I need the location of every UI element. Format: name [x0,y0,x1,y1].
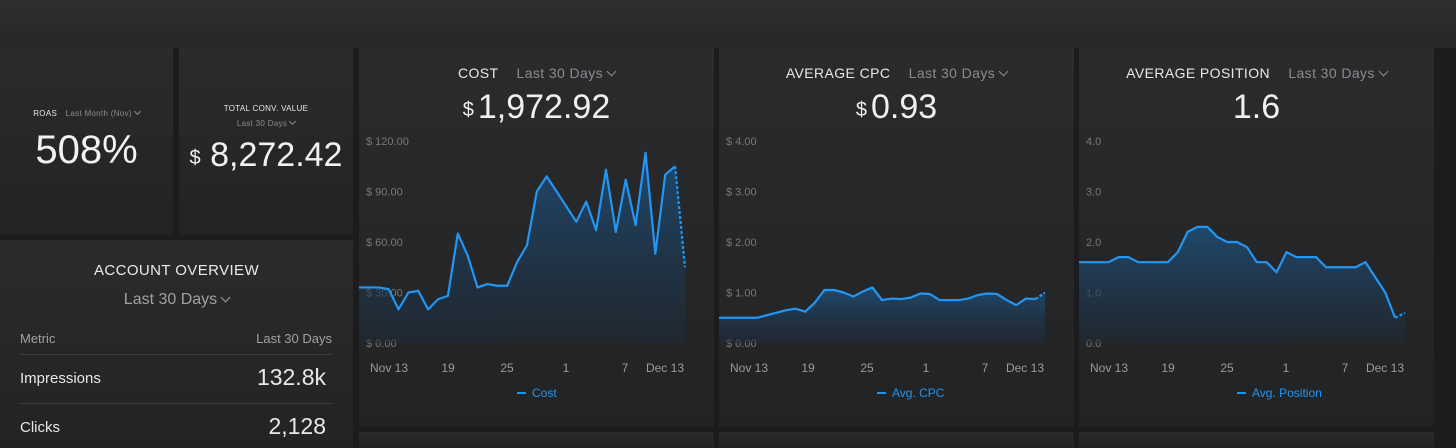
chevron-down-icon [133,107,141,116]
x-tick-label: 25 [500,361,514,375]
roas-widget[interactable]: ROAS Last Month (Nov) 508% [0,48,173,235]
currency-symbol: $ [462,99,474,121]
series-line [359,151,676,311]
next-row-tile [1079,432,1434,448]
metric-label: Clicks [20,419,60,436]
roas-value: 508% [35,128,138,172]
total-conv-value-value: $ 8,272.42 [179,136,353,175]
table-row: Impressions 132.8k [20,354,332,404]
total-conv-value-range-dropdown[interactable]: Last 30 Days [237,117,297,128]
x-tick-label: 25 [1220,361,1234,375]
x-tick-label: Nov 13 [370,361,408,375]
series-area [359,152,685,343]
x-tick-label: 19 [801,361,815,375]
y-tick-label: $ 4.00 [726,136,757,148]
currency-symbol: $ [189,147,201,169]
x-tick-label: 19 [441,361,455,375]
account-overview-header-row: Metric Last 30 Days [20,331,332,355]
average-cpc-total: $0.93 [719,88,1074,127]
legend-label: Avg. CPC [892,386,945,400]
next-row-tile [719,432,1074,448]
y-tick-label: $ 90.00 [366,187,403,199]
y-tick-label: 3.0 [1086,187,1101,199]
x-tick-label: 1 [1283,361,1290,375]
series-line [1079,225,1397,319]
chevron-down-icon [220,292,231,303]
next-row-tile [359,432,714,448]
currency-symbol: $ [855,99,867,121]
total-conv-value-widget[interactable]: TOTAL CONV. VALUE Last 30 Days $ 8,272.4… [179,48,353,235]
metric-label: Impressions [20,370,101,387]
x-tick-label: Dec 13 [1366,361,1404,375]
cost-widget[interactable]: COST Last 30 Days $1,972.92 $ 0.00$ 30.0… [359,48,714,426]
average-position-header: AVERAGE POSITION Last 30 Days [1079,65,1434,81]
x-tick-label: 25 [860,361,874,375]
series-area [1079,226,1405,343]
metric-value: 2,128 [268,413,326,439]
total-conv-value-title: TOTAL CONV. VALUE [223,104,309,113]
x-tick-label: Dec 13 [646,361,684,375]
cost-total-number: 1,972.92 [477,88,611,126]
x-tick-label: 7 [1342,361,1349,375]
series-line [719,286,1036,319]
account-overview-widget[interactable] [0,240,353,448]
x-tick-label: 7 [982,361,989,375]
x-tick-label: 19 [1161,361,1175,375]
cost-total: $1,972.92 [359,88,714,127]
cost-title: COST [457,65,499,81]
column-header-metric: Metric [20,331,56,346]
average-cpc-header: AVERAGE CPC Last 30 Days [719,65,1074,81]
x-tick-label: 1 [923,361,930,375]
chevron-down-icon [606,66,617,77]
cost-range-dropdown[interactable]: Last 30 Days [517,65,617,81]
cost-header: COST Last 30 Days [359,65,714,81]
legend-label: Avg. Position [1252,386,1322,400]
roas-header: ROAS Last Month (Nov) [0,107,173,118]
total-conv-value-number: 8,272.42 [210,136,343,174]
average-position-value: 1.6 [1232,88,1281,126]
y-tick-label: $ 60.00 [366,237,403,249]
average-cpc-widget[interactable]: AVERAGE CPC Last 30 Days $0.93 $ 0.00 $ 1… [719,48,1074,426]
account-overview-range-dropdown[interactable]: Last 30 Days [0,291,353,309]
y-tick-label: $ 3.00 [726,187,757,199]
average-cpc-range-dropdown[interactable]: Last 30 Days [909,65,1009,81]
average-cpc-number: 0.93 [870,88,938,126]
average-cpc-title: AVERAGE CPC [785,65,891,81]
average-position-widget[interactable]: AVERAGE POSITION Last 30 Days 1.6 0.01.0… [1079,48,1434,426]
y-tick-label: 4.0 [1086,136,1101,148]
x-tick-label: Dec 13 [1006,361,1044,375]
x-tick-label: 1 [563,361,570,375]
chevron-down-icon [998,66,1009,77]
chevron-down-icon [289,117,297,126]
metric-value: 132.8k [256,364,326,390]
series-line-projection [1034,291,1046,300]
column-header-period: Last 30 Days [256,331,332,346]
dashboard-header-bar [0,0,1456,48]
x-tick-label: Nov 13 [1090,361,1128,375]
y-tick-label: $ 2.00 [726,237,757,249]
average-position-range-dropdown[interactable]: Last 30 Days [1288,65,1389,81]
series-area [719,287,1045,343]
chevron-down-icon [1378,66,1389,77]
table-row: Clicks 2,128 [20,403,332,448]
y-tick-label: $ 120.00 [366,136,409,148]
x-tick-label: 7 [622,361,629,375]
y-tick-label: 2.0 [1086,237,1101,249]
y-tick-label: $ 1.00 [726,288,757,300]
average-position-title: AVERAGE POSITION [1126,65,1271,81]
series-line-projection [1394,311,1406,319]
account-overview-title: ACCOUNT OVERVIEW [93,262,260,279]
roas-title: ROAS [33,109,58,118]
roas-range-dropdown[interactable]: Last Month (Nov) [66,107,141,118]
series-line-projection [674,166,687,268]
total-conv-value-range-wrap: Last 30 Days [179,117,353,128]
x-tick-label: Nov 13 [730,361,768,375]
legend-label: Cost [532,386,557,400]
